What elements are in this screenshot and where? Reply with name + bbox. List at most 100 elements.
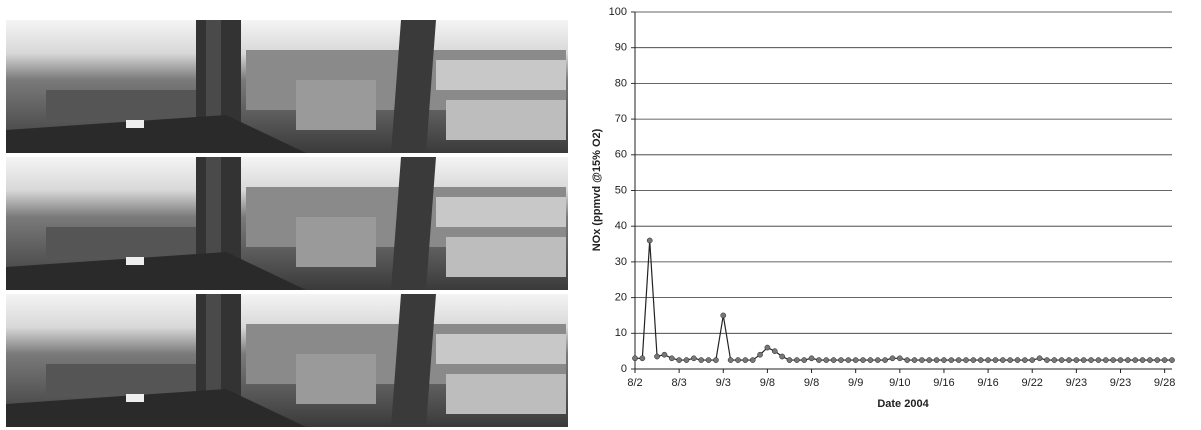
data-point [874, 357, 881, 363]
data-point [867, 357, 874, 363]
data-point [786, 357, 793, 363]
y-tick-label: 10 [615, 327, 627, 339]
data-point [889, 355, 896, 362]
data-point [852, 357, 859, 363]
data-point [977, 357, 984, 363]
data-point [1036, 355, 1043, 362]
data-point [793, 357, 800, 363]
data-point [1125, 357, 1131, 363]
data-point [713, 357, 719, 363]
y-tick-label: 30 [615, 256, 627, 268]
data-point [838, 357, 844, 363]
data-point [1117, 357, 1124, 363]
data-point [676, 357, 682, 363]
x-tick-label: 9/22 [1022, 377, 1043, 389]
x-tick-label: 9/10 [889, 377, 910, 389]
data-point [1014, 357, 1021, 363]
data-point [992, 357, 999, 363]
data-point [948, 357, 955, 363]
data-point [830, 357, 837, 363]
data-point [1110, 357, 1117, 363]
data-point [654, 353, 660, 360]
x-tick-label: 8/3 [671, 377, 686, 389]
data-point [808, 355, 815, 362]
data-point [860, 357, 866, 363]
y-tick-label: 100 [609, 6, 627, 18]
data-point [1080, 357, 1087, 363]
y-tick-label: 80 [615, 77, 627, 89]
x-axis-label: Date 2004 [877, 398, 929, 410]
data-point [911, 357, 918, 363]
data-point [1058, 357, 1065, 363]
data-point [779, 353, 785, 360]
chart: NOx (ppmvd @15% O2) Date 2004 0 10 20 30 40 5… [591, 6, 1175, 410]
data-point [999, 357, 1006, 363]
data-point [1169, 357, 1175, 363]
data-point [1051, 357, 1058, 363]
data-point [801, 357, 808, 363]
data-point [735, 357, 741, 363]
data-point [985, 357, 991, 363]
y-tick-label: 90 [615, 42, 627, 54]
data-point [632, 355, 638, 362]
data-point [926, 357, 933, 363]
y-tick-label: 60 [615, 149, 627, 161]
data-point [1161, 357, 1168, 363]
x-tick-label: 8/2 [627, 377, 642, 389]
data-point [896, 355, 903, 362]
data-point [705, 357, 712, 363]
data-point [1132, 357, 1139, 363]
x-tick-label: 9/16 [933, 377, 954, 389]
data-point [823, 357, 830, 363]
x-tick-label: 9/16 [977, 377, 998, 389]
data-point [941, 357, 947, 363]
x-tick-label: 9/28 [1154, 377, 1175, 389]
data-point [1044, 357, 1050, 363]
data-point [727, 357, 734, 363]
y-tick-label: 40 [615, 220, 627, 232]
data-point [1029, 357, 1036, 363]
data-point [882, 357, 888, 363]
data-point [963, 357, 969, 363]
data-point [1147, 357, 1153, 363]
data-point [955, 357, 962, 363]
data-point [771, 348, 778, 354]
data-point [646, 237, 653, 244]
data-point [661, 351, 668, 358]
x-tick-label: 9/8 [760, 377, 775, 389]
data-point [1022, 357, 1028, 363]
data-point [690, 355, 697, 362]
data-point [639, 355, 646, 362]
data-point [919, 357, 925, 363]
data-point [933, 357, 940, 363]
data-point [1139, 357, 1146, 363]
plant-photos [6, 20, 568, 427]
data-point [749, 357, 756, 363]
data-point [1007, 357, 1014, 363]
x-tick-label: 9/23 [1110, 377, 1131, 389]
y-tick-label: 0 [621, 363, 627, 375]
x-tick-label: 9/8 [804, 377, 819, 389]
data-point [816, 357, 822, 363]
y-tick-label: 20 [615, 292, 627, 304]
y-tick-label: 70 [615, 113, 627, 125]
y-axis-label: NOx (ppmvd @15% O2) [591, 128, 603, 251]
data-point [668, 355, 675, 362]
data-line [635, 240, 1172, 361]
data-point [683, 357, 690, 363]
data-point [1095, 357, 1102, 363]
data-point [845, 357, 852, 363]
data-point [720, 312, 727, 319]
data-point [757, 351, 763, 358]
data-point [1073, 357, 1080, 363]
data-point [1088, 357, 1094, 363]
data-point [1066, 357, 1072, 363]
data-point [1102, 357, 1109, 363]
data-point [698, 357, 705, 363]
y-tick-label: 50 [615, 184, 627, 196]
x-tick-label: 9/3 [716, 377, 731, 389]
x-tick-label: 9/23 [1066, 377, 1087, 389]
data-point [970, 357, 977, 363]
data-point [764, 344, 771, 351]
